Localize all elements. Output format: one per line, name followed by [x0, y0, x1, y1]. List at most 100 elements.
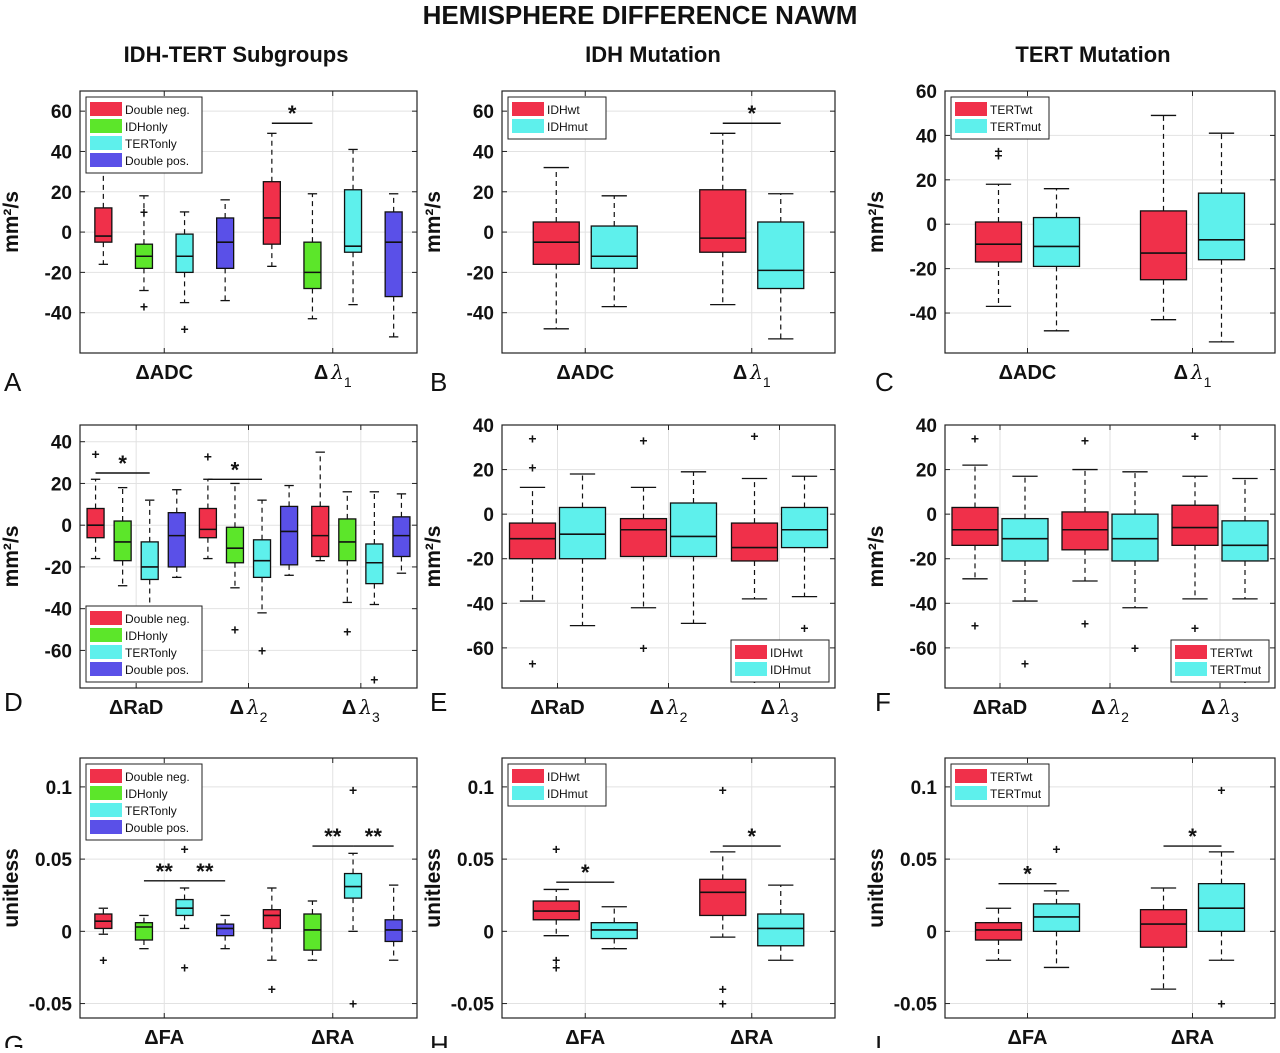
- column-title-tert: TERT Mutation: [1015, 42, 1170, 67]
- y-tick-label: 0.1: [468, 778, 495, 799]
- axes-frame: [79, 757, 418, 1019]
- y-tick-label: 20: [51, 183, 72, 204]
- panel-F: -60-40-2002040+++++++++TERTwtTERTmutΔRaD…: [865, 416, 1276, 725]
- outlier-marker: +: [370, 672, 378, 688]
- y-tick-label: -20: [467, 263, 494, 284]
- y-tick-label: 0: [926, 922, 937, 943]
- box-tertwt: ++: [1171, 428, 1219, 636]
- y-tick-label: -40: [910, 594, 937, 615]
- significance-label: *: [747, 824, 756, 849]
- box-body: [175, 233, 194, 274]
- outlier-marker: +: [1191, 428, 1199, 444]
- y-axis-label: unitless: [0, 848, 23, 927]
- y-tick-label: 20: [473, 183, 494, 204]
- legend: IDHwt IDHmut: [730, 639, 830, 683]
- panel-D: -60 -40 -20 0 20 40 + + + + + + * * Double neg. IDHonly…: [0, 424, 418, 725]
- legend-swatch: [735, 662, 767, 676]
- x-category-label: ΔADC: [556, 362, 614, 384]
- legend-label: IDHwt: [547, 103, 580, 117]
- legend-label: Double neg.: [125, 103, 190, 117]
- box-tertonly: +: [252, 499, 272, 658]
- legend-label: TERTmut: [1210, 663, 1262, 677]
- y-axis-label: mm²/s: [865, 526, 888, 588]
- legend-label: IDHwt: [547, 770, 580, 784]
- legend-swatch: [90, 803, 122, 817]
- box-tertmut: ++: [1197, 782, 1246, 1012]
- box-doublepos: [167, 489, 186, 579]
- outlier-marker: +: [204, 448, 212, 464]
- outlier-marker: +: [1217, 782, 1225, 798]
- legend-swatch: [90, 786, 122, 800]
- y-tick-label: -40: [910, 304, 937, 325]
- outlier-marker: +: [552, 841, 560, 857]
- box-body: [757, 221, 805, 290]
- significance-label: **: [196, 859, 214, 884]
- x-category-label: ΔRA: [730, 1027, 773, 1048]
- box-idhonly: +: [225, 482, 245, 638]
- box-tertmut: +: [1111, 471, 1159, 656]
- significance-label: **: [156, 859, 174, 884]
- legend-label: Double pos.: [125, 154, 189, 168]
- x-category-label: ΔRaD: [109, 697, 163, 719]
- box-tertonly: +: [365, 491, 384, 688]
- outlier-marker: +: [1217, 996, 1225, 1012]
- box-body: [1001, 517, 1049, 562]
- y-tick-label: -40: [467, 594, 494, 615]
- axes-frame: [944, 757, 1276, 1019]
- legend-swatch: [90, 769, 122, 783]
- box-idhmut: [757, 193, 805, 340]
- outlier-marker: +: [994, 147, 1002, 163]
- outlier-marker: +: [349, 996, 357, 1012]
- y-tick-label: -0.05: [451, 995, 495, 1016]
- y-tick-label: -60: [45, 641, 72, 662]
- outlier-marker: +: [552, 959, 560, 975]
- box-body: [216, 923, 235, 937]
- box-idhmut: [590, 906, 638, 950]
- box-body: [1032, 216, 1081, 268]
- legend-swatch: [90, 153, 122, 167]
- y-tick-label: 0: [61, 922, 72, 943]
- outlier-marker: +: [258, 642, 266, 658]
- box-body: [225, 526, 245, 564]
- outlier-marker: +: [231, 622, 239, 638]
- y-tick-label: 40: [51, 433, 72, 454]
- y-tick-label: -40: [45, 600, 72, 621]
- legend-label: TERTonly: [125, 804, 177, 818]
- box-idhmut: [590, 195, 638, 308]
- axes-frame: [944, 424, 1276, 689]
- box-body: [167, 512, 186, 568]
- outlier-marker: +: [91, 446, 99, 462]
- box-tertonly: ++: [175, 841, 194, 975]
- box-body: [252, 539, 272, 579]
- box-tertwt: [974, 907, 1023, 961]
- legend-label: IDHmut: [770, 663, 811, 677]
- box-idhwt: [699, 132, 747, 306]
- box-doubleneg: [262, 132, 281, 267]
- box-body: [216, 217, 235, 270]
- legend-swatch: [512, 769, 544, 783]
- y-tick-label: 40: [916, 416, 937, 437]
- outlier-marker: +: [800, 620, 808, 636]
- x-category-label: ΔRA: [311, 1027, 354, 1048]
- box-body: [974, 221, 1023, 263]
- box-doublepos: [216, 199, 235, 302]
- outlier-marker: +: [750, 428, 758, 444]
- legend-swatch: [90, 102, 122, 116]
- y-tick-label: -0.05: [894, 995, 938, 1016]
- y-axis-label: unitless: [422, 848, 445, 927]
- axes-frame: [944, 90, 1276, 354]
- legend-label: Double neg.: [125, 770, 190, 784]
- legend-label: IDHwt: [770, 646, 803, 660]
- panel-letter: B: [430, 367, 447, 397]
- significance-label: *: [231, 457, 240, 482]
- legend-swatch: [90, 611, 122, 625]
- y-tick-label: 0.05: [457, 850, 494, 871]
- box-body: [730, 522, 779, 562]
